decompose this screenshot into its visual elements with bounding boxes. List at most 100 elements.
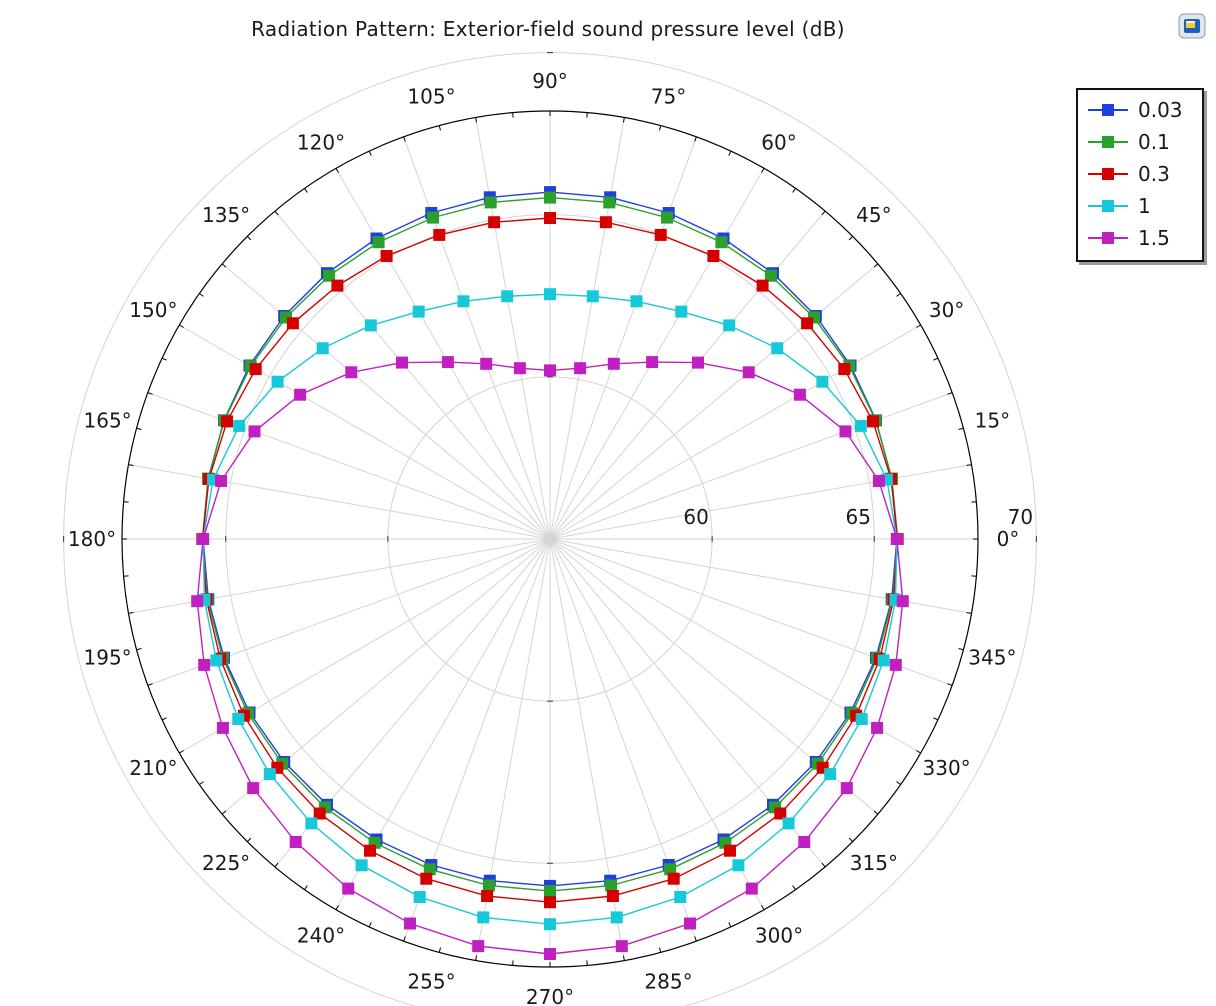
data-point bbox=[323, 269, 336, 282]
legend-swatch bbox=[1088, 194, 1128, 218]
grid-spoke bbox=[549, 210, 826, 540]
data-point bbox=[480, 357, 493, 370]
grid-spoke bbox=[335, 168, 551, 540]
angle-tick-mark bbox=[728, 922, 732, 928]
data-point bbox=[198, 658, 211, 671]
radial-tick-label: 60 bbox=[683, 505, 708, 529]
data-point bbox=[756, 279, 769, 292]
angle-tick-mark bbox=[403, 936, 406, 942]
data-point bbox=[427, 211, 439, 224]
data-point bbox=[732, 859, 745, 872]
data-point bbox=[896, 595, 909, 608]
data-point bbox=[890, 533, 903, 545]
angle-tick-label: 75° bbox=[651, 85, 686, 109]
angle-tick-mark bbox=[368, 922, 372, 928]
angle-tick-mark bbox=[916, 324, 921, 328]
angle-tick-mark bbox=[966, 611, 972, 614]
angle-tick-mark bbox=[848, 236, 853, 241]
legend-entry: 0.03 bbox=[1088, 98, 1183, 122]
angle-tick-mark bbox=[792, 188, 796, 193]
data-point bbox=[838, 363, 851, 376]
data-point bbox=[793, 388, 806, 401]
data-point bbox=[855, 713, 868, 725]
angle-tick-label: 135° bbox=[202, 203, 250, 227]
angle-tick-mark bbox=[966, 464, 972, 467]
series-layer bbox=[191, 186, 909, 960]
angle-tick-mark bbox=[136, 427, 142, 431]
angle-tick-mark bbox=[761, 168, 765, 173]
angle-tick-label: 255° bbox=[407, 969, 455, 993]
data-point bbox=[331, 279, 344, 292]
angle-tick-mark bbox=[161, 717, 167, 721]
data-point bbox=[215, 475, 228, 487]
data-point bbox=[871, 721, 884, 734]
data-point bbox=[197, 533, 210, 545]
data-point bbox=[247, 782, 260, 795]
data-point bbox=[544, 896, 556, 909]
data-point bbox=[248, 425, 261, 438]
data-point bbox=[364, 844, 376, 857]
angle-tick-label: 15° bbox=[975, 409, 1010, 433]
grid-spoke bbox=[549, 464, 972, 540]
grid-spoke bbox=[549, 263, 879, 540]
grid-spoke bbox=[179, 324, 551, 540]
data-point bbox=[574, 362, 587, 375]
data-point bbox=[877, 654, 890, 667]
data-point bbox=[457, 295, 470, 308]
angle-tick-mark bbox=[658, 125, 662, 131]
angle-tick-label: 120° bbox=[297, 130, 345, 154]
angle-tick-mark bbox=[933, 717, 939, 721]
legend-label: 0.3 bbox=[1138, 162, 1170, 186]
angle-tick-mark bbox=[128, 611, 134, 614]
data-point bbox=[782, 817, 795, 830]
data-point bbox=[380, 250, 393, 262]
data-point bbox=[745, 882, 758, 895]
data-point bbox=[544, 918, 556, 931]
angle-tick-mark bbox=[199, 781, 204, 785]
data-point bbox=[221, 415, 233, 428]
window-restore-icon[interactable] bbox=[1176, 10, 1208, 42]
angle-tick-mark bbox=[199, 293, 204, 297]
data-point bbox=[364, 319, 377, 332]
angle-tick-label: 210° bbox=[129, 756, 177, 780]
legend-entry: 0.3 bbox=[1088, 162, 1170, 186]
angle-tick-label: 240° bbox=[297, 924, 345, 948]
legend-entry: 0.1 bbox=[1088, 130, 1170, 154]
data-point bbox=[396, 356, 408, 369]
data-point bbox=[872, 475, 885, 487]
angle-tick-mark bbox=[896, 781, 901, 785]
data-point bbox=[684, 917, 696, 930]
angle-tick-mark bbox=[221, 263, 227, 268]
legend: 0.03 0.1 0.3 1 1.5 bbox=[1076, 88, 1204, 262]
angle-tick-label: 315° bbox=[850, 851, 898, 875]
data-point bbox=[607, 357, 620, 370]
legend-swatch bbox=[1088, 130, 1128, 154]
angle-tick-mark bbox=[247, 837, 252, 842]
angle-tick-mark bbox=[475, 117, 478, 123]
data-point bbox=[798, 836, 811, 848]
legend-entry: 1.5 bbox=[1088, 226, 1170, 250]
legend-label: 0.1 bbox=[1138, 130, 1170, 154]
angle-tick-label: 90° bbox=[532, 69, 567, 93]
data-point bbox=[544, 191, 556, 204]
legend-label: 0.03 bbox=[1138, 98, 1183, 122]
angle-tick-mark bbox=[304, 188, 308, 193]
data-point bbox=[423, 863, 436, 876]
chart-title: Radiation Pattern: Exterior-field sound … bbox=[251, 17, 845, 41]
data-point bbox=[615, 940, 628, 953]
angle-tick-mark bbox=[438, 125, 442, 131]
angle-tick-label: 105° bbox=[407, 85, 455, 109]
data-point bbox=[771, 342, 784, 355]
angle-tick-mark bbox=[335, 168, 339, 173]
angle-tick-mark bbox=[896, 293, 901, 297]
legend-swatch bbox=[1088, 162, 1128, 186]
angle-tick-mark bbox=[274, 210, 279, 216]
grid-spoke bbox=[274, 210, 551, 540]
data-point bbox=[513, 362, 526, 375]
angle-tick-mark bbox=[848, 837, 853, 842]
data-point bbox=[210, 654, 223, 667]
data-point bbox=[286, 317, 299, 330]
grid-spoke bbox=[403, 136, 551, 540]
data-point bbox=[707, 250, 720, 262]
